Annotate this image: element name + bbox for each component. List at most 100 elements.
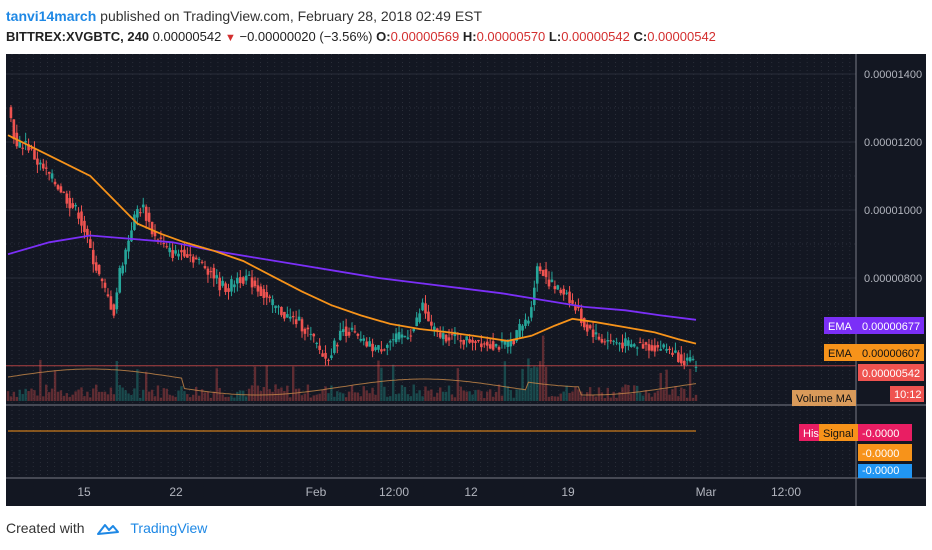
volume-bar: [403, 386, 407, 401]
volume-bar: [127, 393, 130, 401]
volume-bar: [474, 390, 477, 401]
volume-bar: [471, 394, 474, 401]
tradingview-brand-link[interactable]: TradingView: [130, 520, 208, 536]
candle-body: [359, 339, 363, 341]
volume-bar: [224, 396, 227, 401]
volume-bar: [553, 396, 557, 401]
candle-body: [233, 284, 236, 288]
candle-body: [641, 344, 645, 349]
volume-bar: [65, 393, 69, 401]
symbol-name[interactable]: BITTREX:XVGBTC, 240: [6, 29, 150, 44]
candle-body: [659, 349, 663, 351]
candle-body: [12, 119, 16, 140]
candle-body: [433, 326, 436, 331]
volume-bar: [303, 393, 307, 401]
volume-bar: [339, 392, 342, 401]
candle-body: [347, 331, 351, 336]
volume-bar: [12, 391, 16, 401]
candle-body: [124, 249, 127, 265]
candle-body: [377, 345, 380, 350]
down-arrow-icon: ▼: [224, 32, 236, 44]
candle-body: [580, 308, 583, 323]
candle-body: [503, 339, 507, 345]
author-link[interactable]: tanvi14march: [6, 8, 97, 24]
candle-body: [24, 140, 27, 143]
candle-body: [515, 330, 518, 342]
volume-bar: [424, 386, 427, 401]
candle-body: [141, 204, 145, 208]
volume-bar: [265, 365, 268, 401]
candle-body: [277, 306, 280, 308]
candle-body: [477, 339, 480, 342]
candle-body: [97, 264, 101, 275]
candle-body: [335, 344, 339, 347]
volume-bar: [380, 367, 383, 401]
candle-body: [333, 340, 336, 353]
volume-bar: [36, 395, 39, 401]
candle-body: [121, 265, 124, 274]
volume-bar: [580, 391, 583, 401]
candle-body: [694, 366, 698, 368]
candle-body: [165, 246, 169, 248]
candle-body: [212, 267, 216, 279]
ema-long-tag-bg: [824, 317, 858, 334]
volume-bar: [500, 395, 504, 401]
candle-body: [650, 345, 654, 351]
volume-bar: [439, 387, 442, 401]
candle-body: [177, 253, 180, 257]
candle-body: [65, 193, 69, 204]
volume-bar: [506, 386, 510, 401]
volume-bar: [391, 364, 395, 401]
candle-body: [585, 324, 589, 332]
ema-long-value: 0.00000677: [862, 321, 920, 333]
candle-body: [112, 304, 116, 316]
candle-body: [591, 329, 595, 338]
candle-body: [27, 144, 30, 151]
candle-body: [244, 275, 248, 281]
volume-bar: [259, 391, 263, 401]
candle-body: [553, 286, 557, 290]
volume-bar: [483, 397, 486, 401]
candle-body: [527, 320, 530, 324]
macd-value-1: -0.0000: [862, 428, 899, 440]
candle-body: [186, 254, 189, 258]
volume-bar: [653, 392, 657, 401]
candle-body: [662, 344, 665, 348]
volume-bar: [333, 396, 336, 401]
volume-bar: [618, 391, 621, 401]
volume-bar: [103, 391, 107, 401]
volume-bar: [309, 397, 313, 401]
candle-body: [438, 332, 442, 338]
candle-body: [559, 289, 563, 294]
volume-bar: [221, 394, 224, 401]
candle-body: [365, 341, 369, 347]
volume-bar: [171, 395, 174, 401]
volume-bar: [386, 396, 389, 401]
price-chart[interactable]: 0.00001400 0.00001200 0.00001000 0.00000800…: [6, 54, 926, 506]
volume-bar: [59, 390, 63, 401]
volume-bar: [124, 390, 127, 401]
volume-bar: [374, 394, 377, 401]
macd-value-2-bg: [858, 444, 912, 461]
candle-body: [380, 349, 383, 352]
volume-ma-tag-bg: [792, 390, 856, 406]
candle-body: [318, 345, 321, 351]
ema-short-tag: EMA: [828, 348, 853, 360]
candle-body: [33, 149, 36, 160]
candle-body: [374, 347, 377, 351]
candle-body: [62, 191, 66, 193]
volume-bar: [68, 396, 71, 401]
volume-bar: [486, 391, 489, 401]
volume-bar: [100, 391, 104, 401]
volume-ma-tag: Volume MA: [796, 393, 853, 405]
volume-bar: [27, 391, 30, 401]
candle-body: [68, 197, 72, 209]
candle-body: [274, 305, 277, 309]
candle-body: [615, 342, 618, 344]
candle-body: [56, 185, 60, 190]
candle-body: [430, 321, 433, 326]
volume-bar: [668, 394, 671, 401]
volume-bar: [600, 392, 604, 401]
volume-bar: [635, 385, 639, 401]
candle-body: [421, 302, 424, 311]
